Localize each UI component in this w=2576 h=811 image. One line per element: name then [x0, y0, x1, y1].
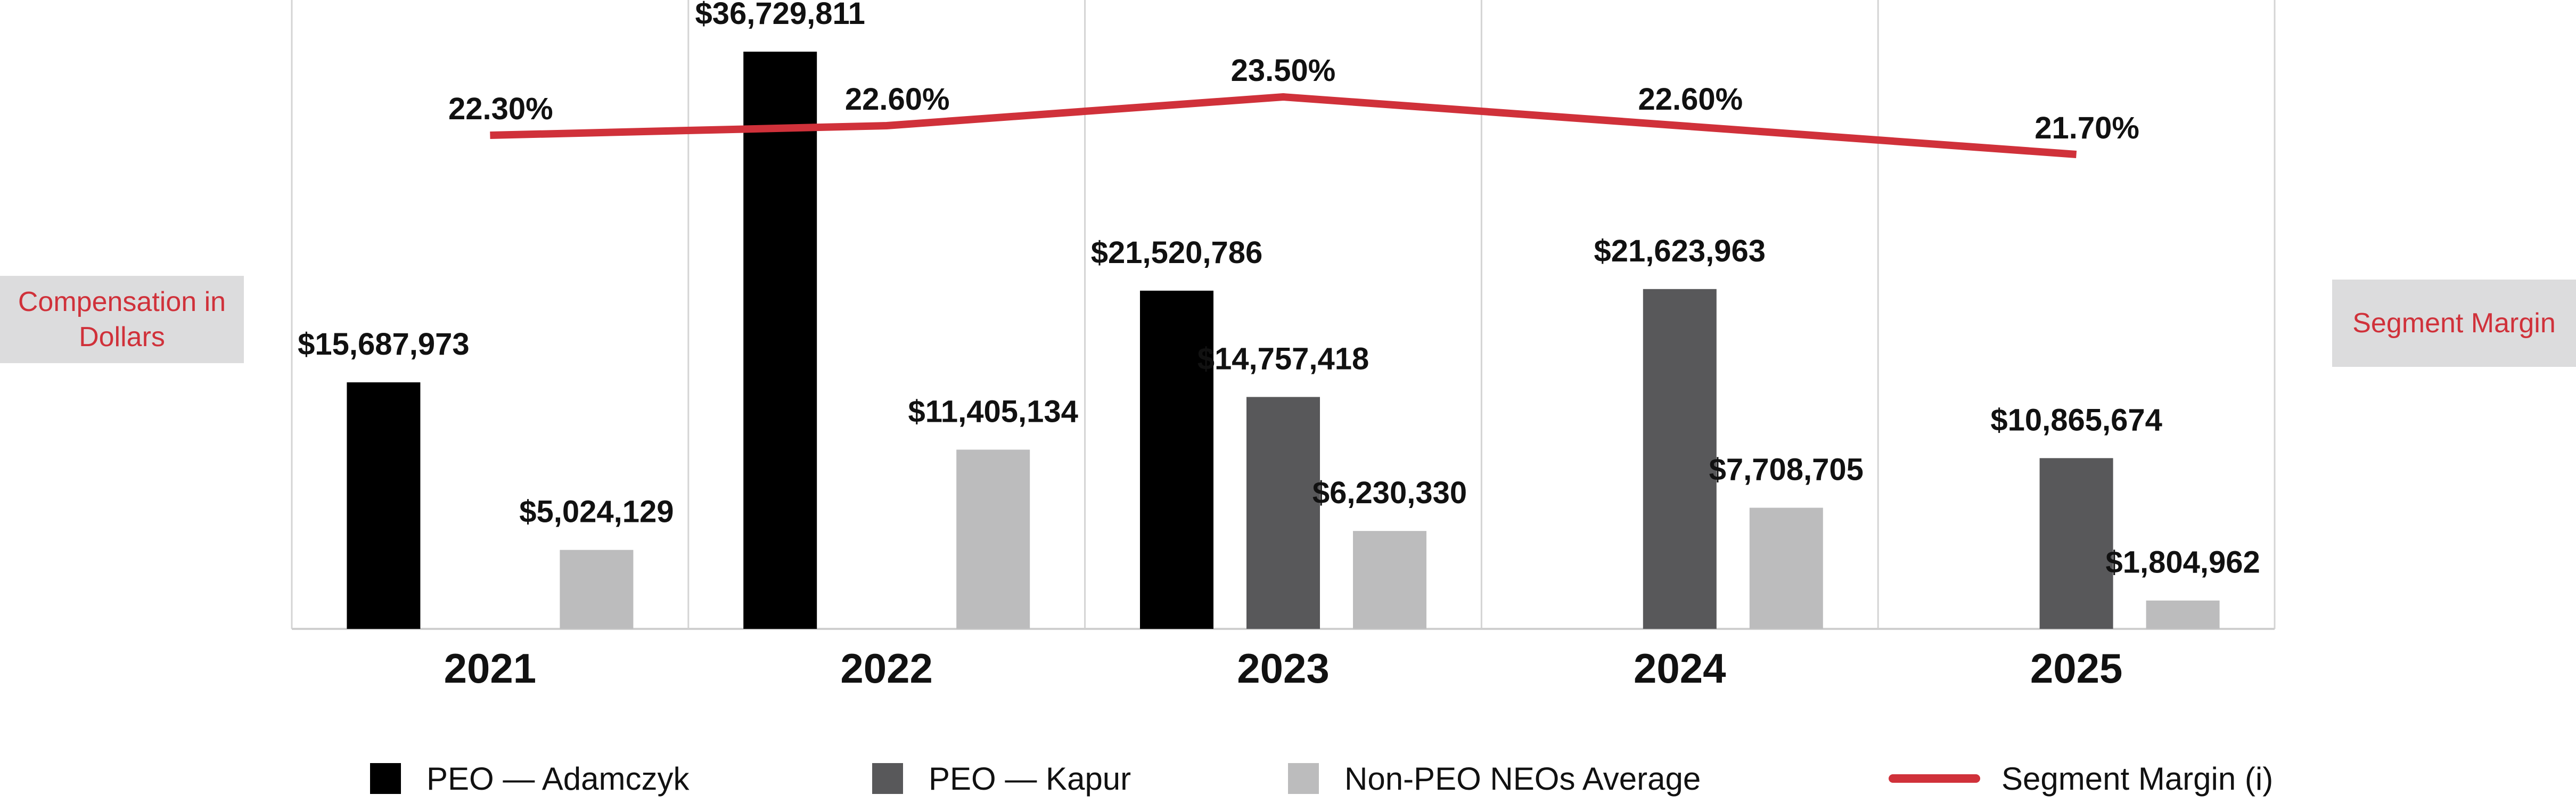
line-label-2021: 22.30%	[448, 92, 553, 126]
bar-peo-kapur-2023	[1246, 397, 1320, 629]
bar-label-peo-adamczyk-2021: $15,687,973	[298, 327, 470, 362]
bar-label-peo-kapur-2024: $21,623,963	[1594, 234, 1766, 268]
legend-swatch-peo-kapur	[872, 763, 903, 794]
line-segment-margin	[490, 93, 2077, 158]
legend-label-segment-margin: Segment Margin (i)	[2001, 760, 2274, 797]
x-tick-2021: 2021	[444, 645, 537, 692]
bar-non-peo-neos-average-2021	[560, 550, 634, 629]
bar-non-peo-neos-average-2022	[956, 449, 1030, 629]
segment-margin-line	[490, 93, 2077, 158]
bar-label-non-peo-neos-average-2025: $1,804,962	[2105, 545, 2260, 580]
bar-non-peo-neos-average-2023	[1353, 531, 1426, 629]
legend-swatch-peo-adamczyk	[370, 763, 401, 794]
legend-label-non-peo-neos: Non-PEO NEOs Average	[1344, 760, 1701, 797]
bar-label-non-peo-neos-average-2024: $7,708,705	[1709, 452, 1864, 487]
bar-label-non-peo-neos-average-2023: $6,230,330	[1312, 476, 1467, 510]
x-tick-2022: 2022	[840, 645, 933, 692]
data-labels: $15,687,973 $36,729,811 $21,520,786 $14,757…	[298, 0, 2260, 580]
legend-label-peo-kapur: PEO — Kapur	[929, 760, 1131, 797]
legend-swatch-non-peo-neos	[1288, 763, 1319, 794]
right-axis-label-text: Segment Margin	[2352, 308, 2556, 339]
x-axis-ticks: 2021 2022 2023 2024 2025	[444, 645, 2123, 692]
x-tick-2024: 2024	[1634, 645, 1726, 692]
line-label-2022: 22.60%	[845, 82, 950, 117]
legend-item-segment-margin: Segment Margin (i)	[1889, 757, 2273, 800]
line-label-2025: 21.70%	[2034, 111, 2139, 145]
bar-label-peo-adamczyk-2023: $21,520,786	[1091, 235, 1263, 270]
bar-peo-adamczyk-2022	[743, 52, 817, 629]
bar-peo-kapur-2025	[2039, 458, 2113, 629]
left-axis-label-text: Compensation in Dollars	[18, 286, 226, 353]
legend-item-peo-adamczyk: PEO — Adamczyk	[370, 757, 689, 800]
bar-peo-kapur-2024	[1643, 289, 1717, 629]
x-tick-2023: 2023	[1237, 645, 1330, 692]
bar-label-non-peo-neos-average-2022: $11,405,134	[908, 394, 1078, 429]
left-axis-label: Compensation in Dollars	[0, 276, 244, 363]
bar-non-peo-neos-average-2024	[1749, 507, 1823, 629]
bar-non-peo-neos-average-2025	[2146, 600, 2220, 629]
legend-item-peo-kapur: PEO — Kapur	[872, 757, 1131, 800]
line-label-2023: 23.50%	[1231, 53, 1336, 88]
right-axis-label: Segment Margin	[2332, 280, 2576, 367]
line-label-2024: 22.60%	[1638, 82, 1743, 117]
bar-label-peo-adamczyk-2022: $36,729,811	[695, 0, 865, 31]
bar-peo-adamczyk-2023	[1140, 290, 1213, 629]
x-tick-2025: 2025	[2030, 645, 2123, 692]
bar-label-peo-kapur-2023: $14,757,418	[1197, 341, 1369, 376]
bars	[347, 52, 2220, 629]
legend-label-peo-adamczyk: PEO — Adamczyk	[426, 760, 690, 797]
legend-swatch-segment-margin	[1889, 774, 1980, 783]
bar-peo-adamczyk-2021	[347, 382, 421, 629]
bar-label-non-peo-neos-average-2021: $5,024,129	[519, 495, 674, 529]
bar-label-peo-kapur-2025: $10,865,674	[1990, 403, 2162, 437]
legend-item-non-peo-neos: Non-PEO NEOs Average	[1288, 757, 1701, 800]
